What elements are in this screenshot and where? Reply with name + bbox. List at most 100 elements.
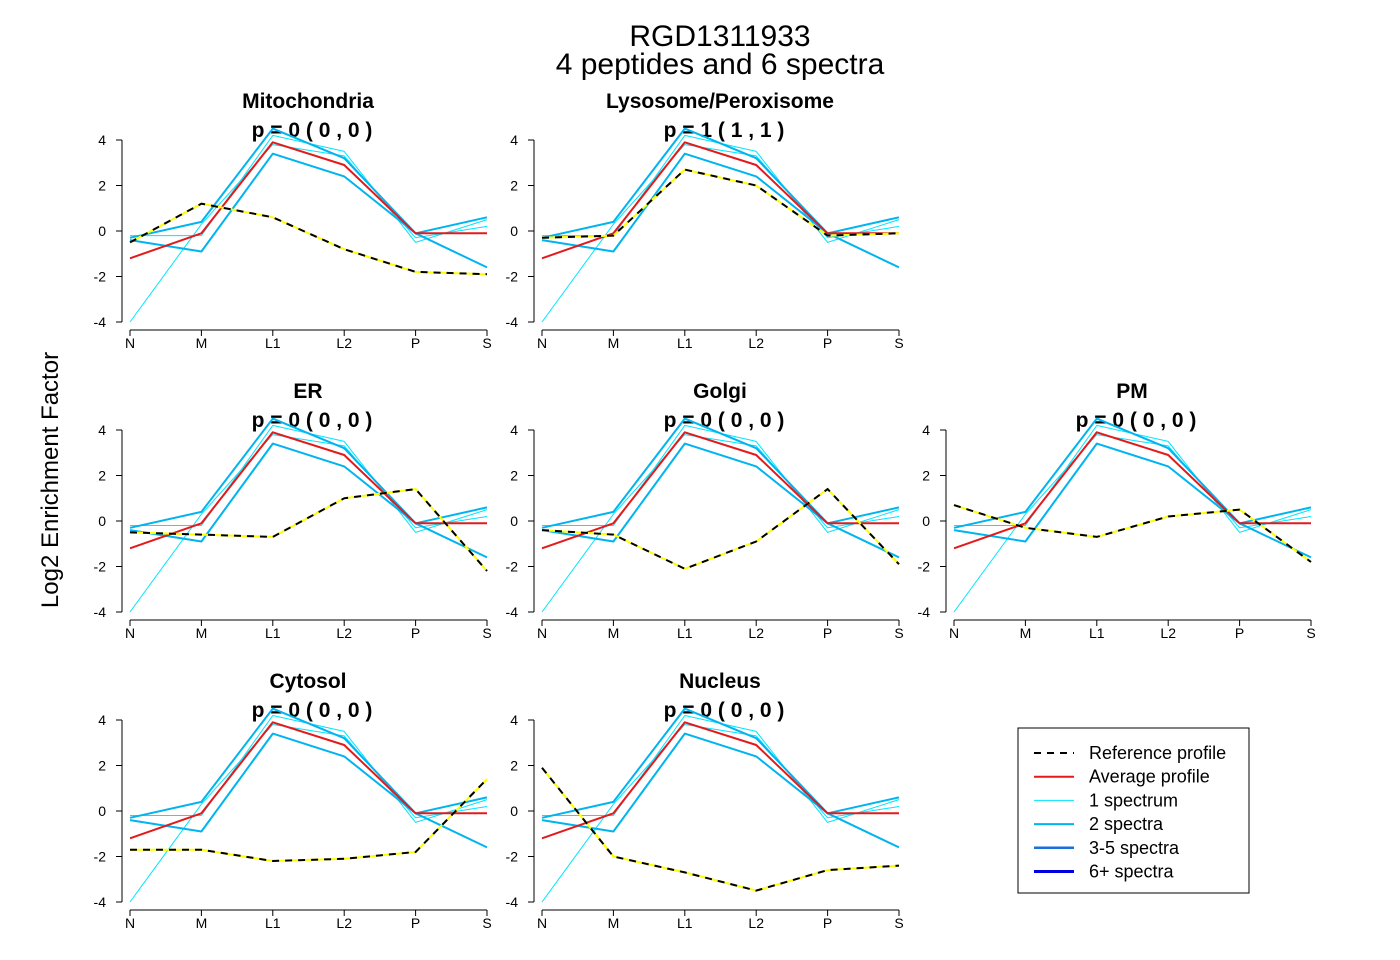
y-tick-label: 0 xyxy=(98,223,106,239)
panel: Golgi p = 0 ( 0 , 0 ) -4 -2 0 2 4 N M L1 L2 P S xyxy=(506,380,904,641)
x-tick-label: L2 xyxy=(748,625,764,641)
x-tick-label: P xyxy=(411,915,420,931)
x-tick-label: N xyxy=(537,335,547,351)
y-tick-label: 0 xyxy=(510,223,518,239)
x-tick-label: S xyxy=(894,915,903,931)
x-tick-label: L2 xyxy=(336,625,352,641)
legend-label: 2 spectra xyxy=(1089,814,1164,834)
x-tick-label: L1 xyxy=(265,625,281,641)
x-tick-label: L1 xyxy=(1089,625,1105,641)
x-tick-label: L2 xyxy=(336,335,352,351)
reference-profile-line xyxy=(129,202,488,276)
peptide-profile-line xyxy=(953,442,1312,543)
average-profile-line xyxy=(541,141,899,260)
peptide-profile-line xyxy=(129,417,488,559)
panel-title: PM xyxy=(1116,380,1148,403)
reference-profile-underlay xyxy=(953,504,1312,563)
x-tick-label: N xyxy=(125,625,135,641)
peptide-profile-line xyxy=(129,724,488,903)
x-tick-label: P xyxy=(411,335,420,351)
y-tick-label: 0 xyxy=(510,513,518,529)
y-tick-label: -2 xyxy=(506,269,519,285)
panel-title: Nucleus xyxy=(679,670,761,693)
x-tick-label: P xyxy=(823,335,832,351)
panel: Cytosol p = 0 ( 0 , 0 ) -4 -2 0 2 4 N M L1 L2 P S xyxy=(94,670,492,931)
y-tick-label: -4 xyxy=(94,604,107,620)
reference-profile-line xyxy=(541,168,900,239)
peptide-profile-line xyxy=(541,434,900,613)
y-tick-label: 2 xyxy=(98,178,106,194)
y-tick-label: 2 xyxy=(510,758,518,774)
y-tick-label: 2 xyxy=(98,468,106,484)
y-axis-label: Log2 Enrichment Factor xyxy=(37,352,64,608)
x-tick-label: L2 xyxy=(1160,625,1176,641)
panel-p-value: p = 0 ( 0 , 0 ) xyxy=(252,119,373,142)
y-tick-label: -4 xyxy=(94,314,107,330)
y-tick-label: 4 xyxy=(510,422,518,438)
x-tick-label: L1 xyxy=(677,625,693,641)
x-tick-label: L2 xyxy=(336,915,352,931)
panel: Mitochondria p = 0 ( 0 , 0 ) -4 -2 0 2 4 N M L1 L2… xyxy=(94,90,492,351)
panel-title: Cytosol xyxy=(269,670,346,693)
x-tick-label: L1 xyxy=(265,915,281,931)
y-tick-label: 2 xyxy=(510,178,518,194)
peptide-profile-line xyxy=(953,434,1312,613)
y-tick-label: -2 xyxy=(506,559,519,575)
peptide-profile-line xyxy=(541,442,900,543)
y-tick-label: -4 xyxy=(506,314,519,330)
x-tick-label: L1 xyxy=(677,335,693,351)
panel-p-value: p = 0 ( 0 , 0 ) xyxy=(252,699,373,722)
peptide-profile-line xyxy=(541,732,900,833)
x-tick-label: N xyxy=(537,915,547,931)
legend-label: 1 spectrum xyxy=(1089,790,1178,810)
y-tick-label: -2 xyxy=(94,849,107,865)
y-tick-label: -2 xyxy=(506,849,519,865)
legend-label: Reference profile xyxy=(1089,743,1226,763)
legend: Reference profile Average profile 1 spectr… xyxy=(1017,727,1250,894)
average-profile-line xyxy=(129,141,487,260)
average-profile-line xyxy=(129,431,487,550)
panel: Nucleus p = 0 ( 0 , 0 ) -4 -2 0 2 4 N M L1 L2 P S xyxy=(506,670,904,931)
average-profile-line xyxy=(541,721,899,840)
x-tick-label: P xyxy=(411,625,420,641)
legend-label: 6+ spectra xyxy=(1089,862,1175,882)
peptide-profile-line xyxy=(541,707,900,849)
x-tick-label: P xyxy=(1235,625,1244,641)
peptide-profile-line xyxy=(129,144,488,323)
reference-profile-line xyxy=(953,504,1312,563)
x-tick-label: L2 xyxy=(748,915,764,931)
y-tick-label: 4 xyxy=(510,132,518,148)
y-tick-label: 0 xyxy=(98,513,106,529)
y-tick-label: 0 xyxy=(98,803,106,819)
x-tick-label: L1 xyxy=(677,915,693,931)
y-tick-label: 2 xyxy=(98,758,106,774)
x-tick-label: S xyxy=(482,915,491,931)
y-tick-label: -4 xyxy=(918,604,931,620)
x-tick-label: S xyxy=(894,335,903,351)
x-tick-label: P xyxy=(823,915,832,931)
x-tick-label: N xyxy=(125,335,135,351)
average-profile-line xyxy=(541,431,899,550)
peptide-profile-line xyxy=(129,127,488,269)
figure-title-line2: 4 peptides and 6 spectra xyxy=(556,48,885,81)
reference-profile-line xyxy=(541,767,900,892)
reference-profile-line xyxy=(541,487,900,570)
panel-p-value: p = 1 ( 1 , 1 ) xyxy=(664,119,785,142)
x-tick-label: S xyxy=(482,625,491,641)
y-tick-label: -2 xyxy=(94,559,107,575)
y-tick-label: 4 xyxy=(510,712,518,728)
panel-p-value: p = 0 ( 0 , 0 ) xyxy=(664,699,785,722)
y-tick-label: -2 xyxy=(918,559,931,575)
x-tick-label: N xyxy=(949,625,959,641)
y-tick-label: -4 xyxy=(506,604,519,620)
panel: PM p = 0 ( 0 , 0 ) -4 -2 0 2 4 N M L1 L2 P S xyxy=(918,380,1316,641)
x-tick-label: N xyxy=(537,625,547,641)
panels-group: Mitochondria p = 0 ( 0 , 0 ) -4 -2 0 2 4 N M L1 L2… xyxy=(94,90,1316,931)
peptide-profile-line xyxy=(129,442,488,543)
reference-profile-line xyxy=(130,778,488,863)
y-tick-label: 4 xyxy=(98,712,106,728)
panel-title: Golgi xyxy=(693,380,747,403)
peptide-profile-line xyxy=(129,732,488,833)
peptide-profile-line xyxy=(953,417,1312,559)
